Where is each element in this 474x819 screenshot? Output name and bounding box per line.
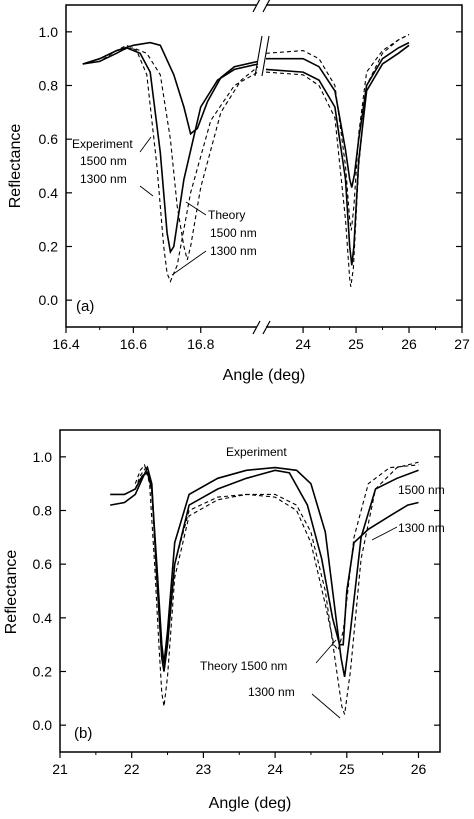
panel-a-x-axis-title: Angle (deg)	[223, 367, 306, 384]
annotation-exp-1500-b: 1500 nm	[398, 483, 445, 497]
panel-a-y-tick-label: 0.0	[39, 292, 59, 308]
annotation-theory-b: Theory 1500 nm	[200, 659, 287, 673]
panel-b-series	[110, 461, 419, 715]
panel-b-y-axis-title: Reflectance	[3, 550, 20, 635]
panel-b-x-tick-label: 25	[339, 761, 355, 777]
annotation-experiment-b: Experiment	[226, 445, 287, 459]
panel-a-x-tick-label: 16.6	[120, 336, 147, 352]
panel-b-y-ticks: 0.0 0.2 0.4 0.6 0.8 1.0	[33, 449, 440, 733]
panel-b-x-tick-label: 24	[267, 761, 283, 777]
panel-a-y-axis-title: Reflectance	[7, 124, 24, 209]
panel-b-y-tick-label: 0.4	[33, 610, 53, 626]
panel-b-x-axis-title: Angle (deg)	[209, 795, 292, 812]
panel-b-y-tick-label: 0.2	[33, 664, 53, 680]
panel-a-annotation-arrows	[139, 136, 207, 276]
panel-a-y-tick-label: 0.6	[39, 131, 59, 147]
panel-a-x-ticks: 16.4 16.6 16.8 24 25 26 27	[52, 327, 470, 352]
panel-a: 16.4 16.6 16.8 24 25 26 27 0.00.20.40.60.81.0 …	[7, 0, 470, 384]
panel-b-x-tick-label: 23	[196, 761, 212, 777]
panel-b-y-tick-label: 0.6	[33, 556, 53, 572]
panel-a-y-tick-label: 1.0	[39, 24, 59, 40]
panel-a-series	[82, 34, 410, 287]
annotation-exp-1300-a: 1300 nm	[80, 172, 127, 186]
panel-a-x-tick-label: 16.4	[52, 336, 79, 352]
panel-a-x-tick-label: 24	[295, 336, 311, 352]
panel-a-axis-break	[252, 0, 271, 335]
panel-a-x-tick-label: 26	[401, 336, 417, 352]
panel-a-series-4-line-segment-1	[82, 47, 259, 261]
panel-a-series-3-line-segment-2	[265, 34, 410, 287]
panel-a-series-2-line-segment-2	[266, 41, 410, 188]
panel-a-series-2-line-segment-1	[82, 41, 259, 136]
annotation-exp-1500-a: 1500 nm	[80, 154, 127, 168]
panel-b-tag: (b)	[74, 725, 92, 742]
panel-b: 21 22 23 24 25 26 0.0 0.2 0.4 0.6 0.8 1.0 Angle (d…	[3, 429, 445, 812]
panel-b-series-4-line	[134, 464, 419, 667]
annotation-experiment-a: Experiment	[72, 137, 133, 151]
panel-b-x-tick-label: 26	[411, 761, 427, 777]
panel-a-y-tick-label: 0.8	[39, 78, 59, 94]
panel-a-series-3-line-segment-1	[82, 44, 259, 283]
annotation-theory-1500-a: 1500 nm	[210, 226, 257, 240]
panel-b-y-tick-label: 0.8	[33, 503, 53, 519]
panel-a-x-tick-label: 25	[348, 336, 364, 352]
panel-a-tag: (a)	[76, 298, 94, 315]
panel-a-series-1-line-segment-2	[265, 44, 410, 266]
panel-b-x-tick-label: 21	[52, 761, 68, 777]
panel-a-y-ticks: 0.0 0.2 0.4 0.6 0.8 1.0	[39, 24, 462, 308]
panel-b-x-ticks: 21 22 23 24 25 26	[52, 752, 426, 777]
panel-b-series-3-line	[134, 461, 419, 715]
panel-b-x-tick-label: 22	[124, 761, 140, 777]
panel-a-x-tick-label: 27	[454, 336, 470, 352]
panel-a-series-1-line-segment-1	[82, 47, 259, 255]
annotation-theory-1300-a: 1300 nm	[210, 244, 257, 258]
panel-b-frame	[59, 429, 441, 753]
panel-b-annotation-arrows	[311, 526, 398, 719]
panel-a-series-4-line-segment-2	[265, 34, 410, 231]
annotation-theory-1300-b: 1300 nm	[248, 685, 295, 699]
panel-b-y-tick-label: 1.0	[33, 449, 53, 465]
annotation-theory-a: Theory	[208, 208, 245, 222]
panel-a-y-tick-label: 0.4	[39, 185, 59, 201]
panel-b-series-1-line	[110, 466, 419, 678]
panel-a-x-tick-label: 16.8	[187, 336, 214, 352]
panel-a-y-tick-label: 0.2	[39, 239, 59, 255]
annotation-exp-1300-b: 1300 nm	[398, 521, 445, 535]
panel-b-y-tick-label: 0.0	[33, 717, 53, 733]
